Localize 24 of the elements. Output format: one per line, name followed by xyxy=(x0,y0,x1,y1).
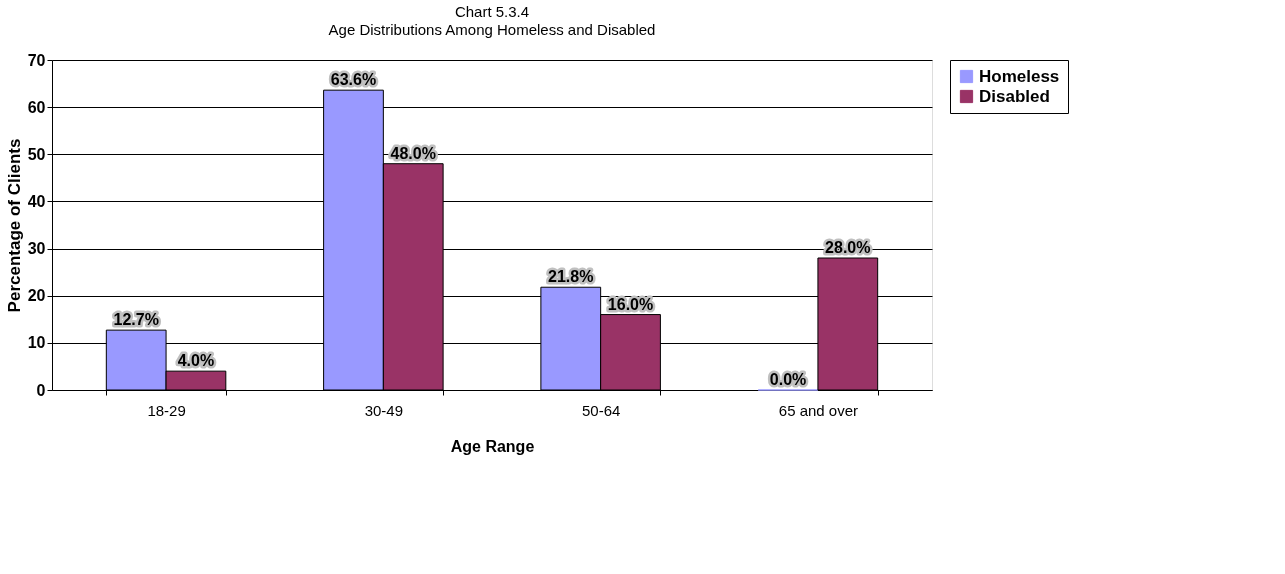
chart-subtitle: Age Distributions Among Homeless and Disabled xyxy=(328,21,656,38)
data-label: 21.8% xyxy=(548,268,594,286)
y-tick-label: 40 xyxy=(27,192,46,210)
y-tick-label: 60 xyxy=(27,98,46,116)
data-label: 63.6% xyxy=(330,71,377,89)
data-label: 12.7% xyxy=(113,311,159,329)
y-tick-label: 50 xyxy=(27,145,46,163)
y-tick-label: 70 xyxy=(27,51,46,69)
legend-label: Homeless xyxy=(979,66,1060,86)
legend-label: Disabled xyxy=(979,86,1050,106)
x-tick-label: 30-49 xyxy=(364,401,404,419)
data-label: 4.0% xyxy=(177,352,215,370)
y-tick-label: 0 xyxy=(36,381,46,399)
y-axis-title: Percentage of Clients xyxy=(4,138,24,313)
chart-title: Chart 5.3.4 xyxy=(454,3,530,20)
data-label: 16.0% xyxy=(607,295,654,313)
x-tick-label: 65 and over xyxy=(778,401,859,419)
x-axis-title: Age Range xyxy=(450,437,535,455)
y-tick-label: 10 xyxy=(27,334,46,352)
x-tick-label: 50-64 xyxy=(581,401,621,419)
y-tick-label: 30 xyxy=(27,240,46,258)
y-tick-label: 20 xyxy=(27,287,46,305)
x-tick-label: 18-29 xyxy=(147,401,186,419)
data-label: 0.0% xyxy=(769,371,807,388)
